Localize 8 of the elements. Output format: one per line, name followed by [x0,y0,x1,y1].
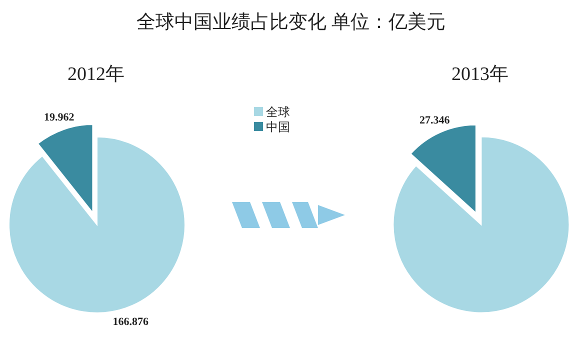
legend-label: 全球 [266,105,290,119]
chart-title: 全球中国业绩占比变化 单位：亿美元 [136,11,446,33]
legend-label: 中国 [266,120,290,134]
data-label: 166.876 [112,316,149,328]
slice-label: 2013年 [452,64,508,85]
data-label: 27.346 [419,114,450,127]
data-label: 19.962 [44,111,75,124]
slice-label: 2012年 [68,64,124,85]
